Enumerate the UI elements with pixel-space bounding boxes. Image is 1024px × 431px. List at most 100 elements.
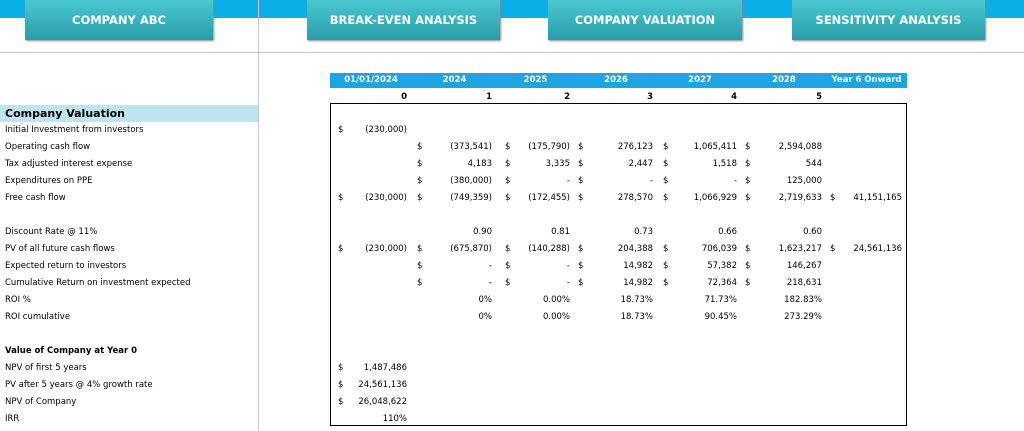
currency-sign: $	[505, 261, 511, 271]
row-label: IRR	[5, 414, 20, 424]
cell-value: 57,382	[707, 261, 737, 271]
cell-value: 41,151,165	[853, 193, 902, 203]
cell-value: 1,518	[712, 159, 737, 169]
cell-value: (380,000)	[450, 176, 492, 186]
cell-value: 14,982	[623, 261, 653, 271]
cell-value: 24,561,136	[358, 380, 407, 390]
cell-value: 2,719,633	[778, 193, 822, 203]
cell-value: 276,123	[617, 142, 653, 152]
cell-value: -	[488, 278, 492, 288]
row-label: Initial Investment from investors	[5, 125, 144, 135]
row-label: Expected return to investors	[5, 261, 127, 271]
currency-sign: $	[417, 244, 423, 254]
cell-value: 0%	[478, 295, 493, 305]
row-label: Free cash flow	[5, 193, 66, 203]
cell-value: 2,594,088	[778, 142, 822, 152]
nav-tab[interactable]: COMPANY ABC	[25, 0, 213, 40]
currency-sign: $	[745, 159, 751, 169]
column-header: 2026	[574, 73, 658, 88]
cell-value: 1,623,217	[778, 244, 822, 254]
currency-sign: $	[338, 244, 344, 254]
cell-value: 182.83%	[784, 295, 822, 305]
column-header: 2024	[412, 73, 497, 88]
nav-tab[interactable]: COMPANY VALUATION	[548, 0, 742, 40]
currency-sign: $	[338, 397, 344, 407]
cell-value: 0.60	[803, 227, 822, 237]
currency-sign: $	[578, 142, 584, 152]
cell-value: 278,570	[617, 193, 653, 203]
cell-value: 125,000	[786, 176, 822, 186]
divider	[258, 0, 259, 431]
currency-sign: $	[663, 278, 669, 288]
cell-value: 273.29%	[784, 312, 822, 322]
nav-tab[interactable]: BREAK-EVEN ANALYSIS	[307, 0, 500, 40]
cell-value: -	[566, 176, 570, 186]
currency-sign: $	[578, 159, 584, 169]
cell-value: (230,000)	[365, 244, 407, 254]
currency-sign: $	[505, 193, 511, 203]
cell-value: 4,183	[467, 159, 492, 169]
column-header: 2025	[497, 73, 574, 88]
cell-value: (749,359)	[450, 193, 492, 203]
currency-sign: $	[745, 142, 751, 152]
column-header: 2028	[742, 73, 826, 88]
currency-sign: $	[417, 142, 423, 152]
currency-sign: $	[417, 159, 423, 169]
row-label: Expenditures on PPE	[5, 176, 93, 186]
row-label: Operating cash flow	[5, 142, 91, 152]
cell-value: 1,066,929	[693, 193, 737, 203]
cell-value: 204,388	[617, 244, 653, 254]
nav-tab[interactable]: SENSITIVITY ANALYSIS	[792, 0, 985, 40]
column-header: 2027	[658, 73, 742, 88]
currency-sign: $	[745, 176, 751, 186]
cell-value: (230,000)	[365, 125, 407, 135]
row-label: NPV of Company	[5, 397, 77, 407]
currency-sign: $	[745, 278, 751, 288]
period-label: 2	[564, 92, 570, 102]
group-title: Value of Company at Year 0	[5, 346, 138, 356]
currency-sign: $	[505, 176, 511, 186]
section-title: Company Valuation	[0, 105, 258, 122]
cell-value: 3,335	[545, 159, 570, 169]
currency-sign: $	[578, 278, 584, 288]
cell-value: (172,455)	[528, 193, 570, 203]
cell-value: 0.00%	[542, 312, 570, 322]
cell-value: 0.73	[634, 227, 653, 237]
cell-value: -	[566, 278, 570, 288]
cell-value: 90.45%	[704, 312, 737, 322]
cell-value: 146,267	[786, 261, 822, 271]
currency-sign: $	[745, 261, 751, 271]
period-label: 1	[486, 92, 492, 102]
currency-sign: $	[338, 380, 344, 390]
currency-sign: $	[663, 159, 669, 169]
row-label: PV after 5 years @ 4% growth rate	[5, 380, 153, 390]
cell-value: -	[488, 261, 492, 271]
cell-value: 110%	[382, 414, 407, 424]
cell-value: (175,790)	[528, 142, 570, 152]
currency-sign: $	[663, 176, 669, 186]
cell-value: 18.73%	[620, 312, 653, 322]
cell-value: 2,447	[628, 159, 653, 169]
cell-value: 72,364	[707, 278, 737, 288]
currency-sign: $	[505, 159, 511, 169]
cell-value: -	[566, 261, 570, 271]
period-label: 5	[816, 92, 822, 102]
currency-sign: $	[578, 261, 584, 271]
row-label: Tax adjusted interest expense	[5, 159, 133, 169]
currency-sign: $	[663, 244, 669, 254]
top-strip	[0, 0, 1024, 18]
divider	[0, 52, 1024, 53]
currency-sign: $	[830, 244, 836, 254]
currency-sign: $	[663, 142, 669, 152]
currency-sign: $	[417, 261, 423, 271]
cell-value: 26,048,622	[358, 397, 407, 407]
cell-value: 0.00%	[542, 295, 570, 305]
period-label: 0	[401, 92, 407, 102]
currency-sign: $	[663, 261, 669, 271]
cell-value: -	[649, 176, 653, 186]
row-label: ROI cumulative	[5, 312, 71, 322]
cell-value: 71.73%	[704, 295, 737, 305]
cell-value: 0%	[478, 312, 493, 322]
column-header: Year 6 Onward	[826, 73, 907, 88]
table-border	[330, 103, 907, 426]
